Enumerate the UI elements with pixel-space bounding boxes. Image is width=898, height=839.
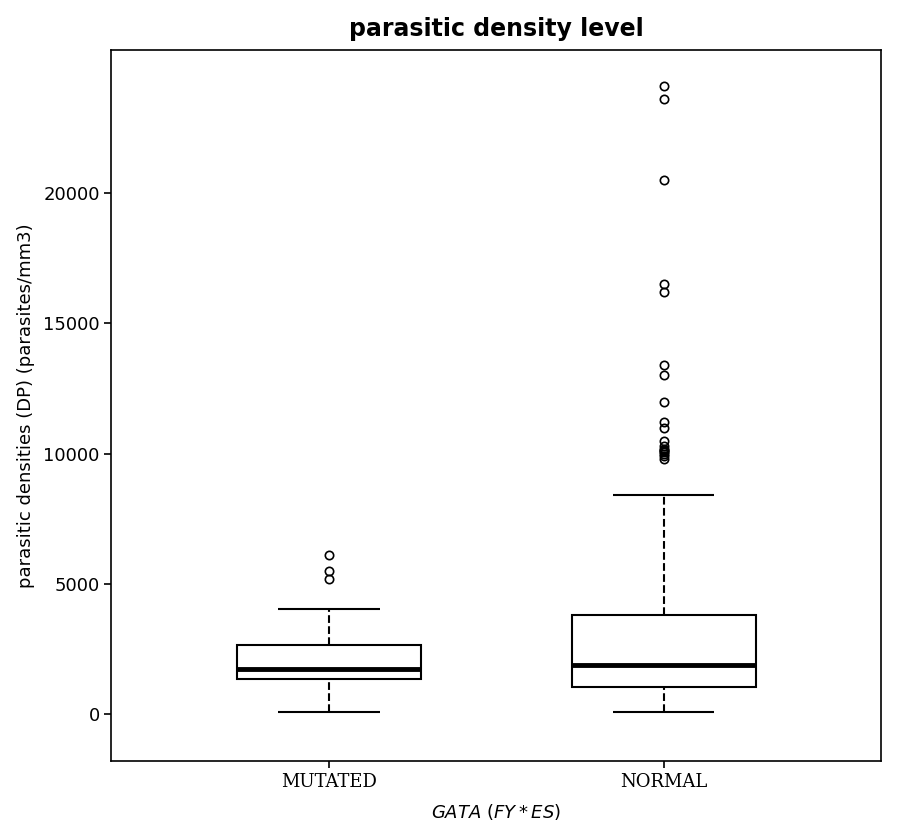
Bar xyxy=(237,645,421,680)
Y-axis label: parasitic densities (DP) (parasites/mm3): parasitic densities (DP) (parasites/mm3) xyxy=(17,223,35,588)
Bar xyxy=(572,615,756,687)
Title: parasitic density level: parasitic density level xyxy=(349,17,644,40)
X-axis label: $\it{GATA}$ $\it{(FY*ES)}$: $\it{GATA}$ $\it{(FY*ES)}$ xyxy=(431,802,561,822)
